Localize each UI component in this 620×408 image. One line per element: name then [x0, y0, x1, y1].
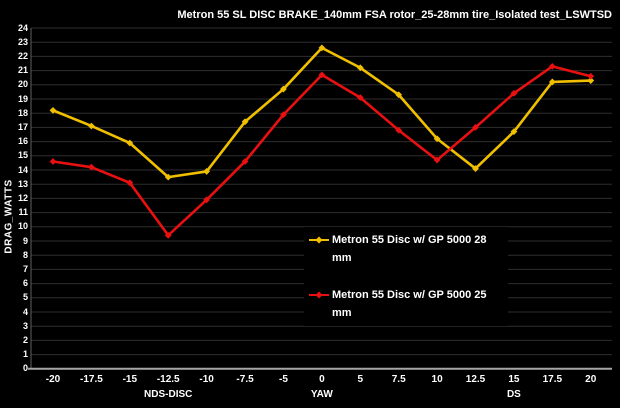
y-tick-label: 10 [17, 221, 28, 232]
data-point-marker [587, 77, 595, 84]
y-tick-label: 17 [17, 121, 28, 132]
data-point-marker [395, 91, 403, 99]
data-point-marker [548, 62, 556, 70]
x-tick-label: -15 [122, 374, 138, 385]
legend-series-marker-yellow [309, 236, 329, 244]
y-tick-label: 21 [17, 65, 28, 76]
y-tick-label: 8 [22, 249, 28, 260]
chart-title: Metron 55 SL DISC BRAKE_140mm FSA rotor_… [177, 9, 612, 21]
y-tick-label: 9 [22, 235, 28, 246]
x-tick-label: -10 [199, 374, 214, 385]
y-tick-label: 4 [22, 306, 28, 317]
x-tick-label: -12.5 [156, 374, 180, 385]
data-point-marker [356, 94, 364, 101]
data-point-marker [126, 179, 134, 187]
x-tick-label: 15 [508, 374, 520, 385]
y-tick-label: 20 [17, 79, 28, 90]
y-tick-label: 11 [18, 207, 28, 218]
data-point-marker [433, 156, 441, 164]
data-point-marker [318, 71, 326, 79]
legend: Metron 55 Disc w/ GP 5000 28 mm Metron 5… [304, 227, 508, 326]
x-tick-label: 5 [357, 374, 364, 385]
data-point-marker [548, 78, 556, 86]
x-tick-label: 20 [585, 374, 597, 385]
y-tick-label: 16 [17, 136, 28, 147]
y-tick-label: 3 [22, 320, 28, 331]
y-tick-label: 13 [17, 178, 28, 189]
legend-label: Metron 55 Disc w/ GP 5000 25 mm [332, 289, 487, 319]
x-axis-group-label: YAW [310, 389, 333, 400]
data-point-marker [472, 165, 479, 172]
legend-label: Metron 55 Disc w/ GP 5000 28 mm [332, 234, 487, 264]
data-point-marker [433, 135, 441, 143]
data-point-marker [395, 126, 403, 134]
data-point-marker [203, 196, 211, 204]
series-line [52, 65, 592, 237]
x-tick-label: 17.5 [542, 374, 563, 385]
x-tick-label: -5 [279, 374, 288, 385]
legend-item: Metron 55 Disc w/ GP 5000 25 mm [308, 286, 508, 322]
y-tick-label: 15 [17, 150, 28, 161]
data-point-marker [356, 64, 364, 72]
y-tick-label: 2 [22, 334, 28, 345]
x-tick-label: -7.5 [236, 374, 254, 385]
legend-item: Metron 55 Disc w/ GP 5000 28 mm [308, 231, 508, 267]
y-tick-label: 19 [17, 93, 28, 104]
data-point-marker [164, 173, 172, 181]
data-point-marker [126, 139, 134, 147]
data-point-marker [49, 106, 57, 114]
data-point-marker [241, 158, 249, 165]
data-point-marker [280, 111, 287, 119]
data-point-marker [164, 231, 172, 239]
data-point-marker [587, 72, 595, 80]
y-tick-label: 22 [17, 50, 28, 61]
y-tick-label: 23 [17, 36, 28, 47]
data-point-marker [510, 89, 518, 97]
x-tick-label: -20 [45, 374, 61, 385]
data-point-marker [88, 122, 95, 130]
x-tick-label: 12.5 [465, 374, 486, 385]
y-tick-label: 1 [22, 349, 28, 360]
y-tick-label: 5 [22, 292, 28, 303]
data-point-marker [49, 158, 57, 165]
x-axis-group-label: DS [506, 389, 521, 400]
data-point-marker [510, 128, 518, 136]
y-tick-label: 14 [17, 164, 28, 175]
y-tick-label: 7 [22, 263, 28, 274]
data-point-marker [241, 118, 249, 126]
series-line [52, 46, 591, 179]
data-point-marker [472, 124, 479, 131]
x-tick-label: 7.5 [391, 374, 406, 385]
x-tick-label: 0 [319, 374, 325, 385]
legend-series-marker-red [309, 291, 329, 299]
x-tick-label: 10 [431, 374, 443, 385]
data-point-marker [280, 85, 287, 93]
data-point-marker [318, 44, 326, 52]
data-point-marker [203, 168, 211, 175]
y-tick-label: 24 [17, 22, 28, 33]
y-tick-label: 12 [17, 192, 28, 203]
x-tick-label: -17.5 [80, 374, 103, 385]
y-tick-label: 6 [22, 278, 28, 289]
data-point-marker [88, 163, 95, 171]
x-axis-group-label: NDS-DISC [144, 389, 193, 400]
y-tick-label: 18 [17, 107, 28, 118]
y-tick-label: 0 [22, 363, 28, 374]
